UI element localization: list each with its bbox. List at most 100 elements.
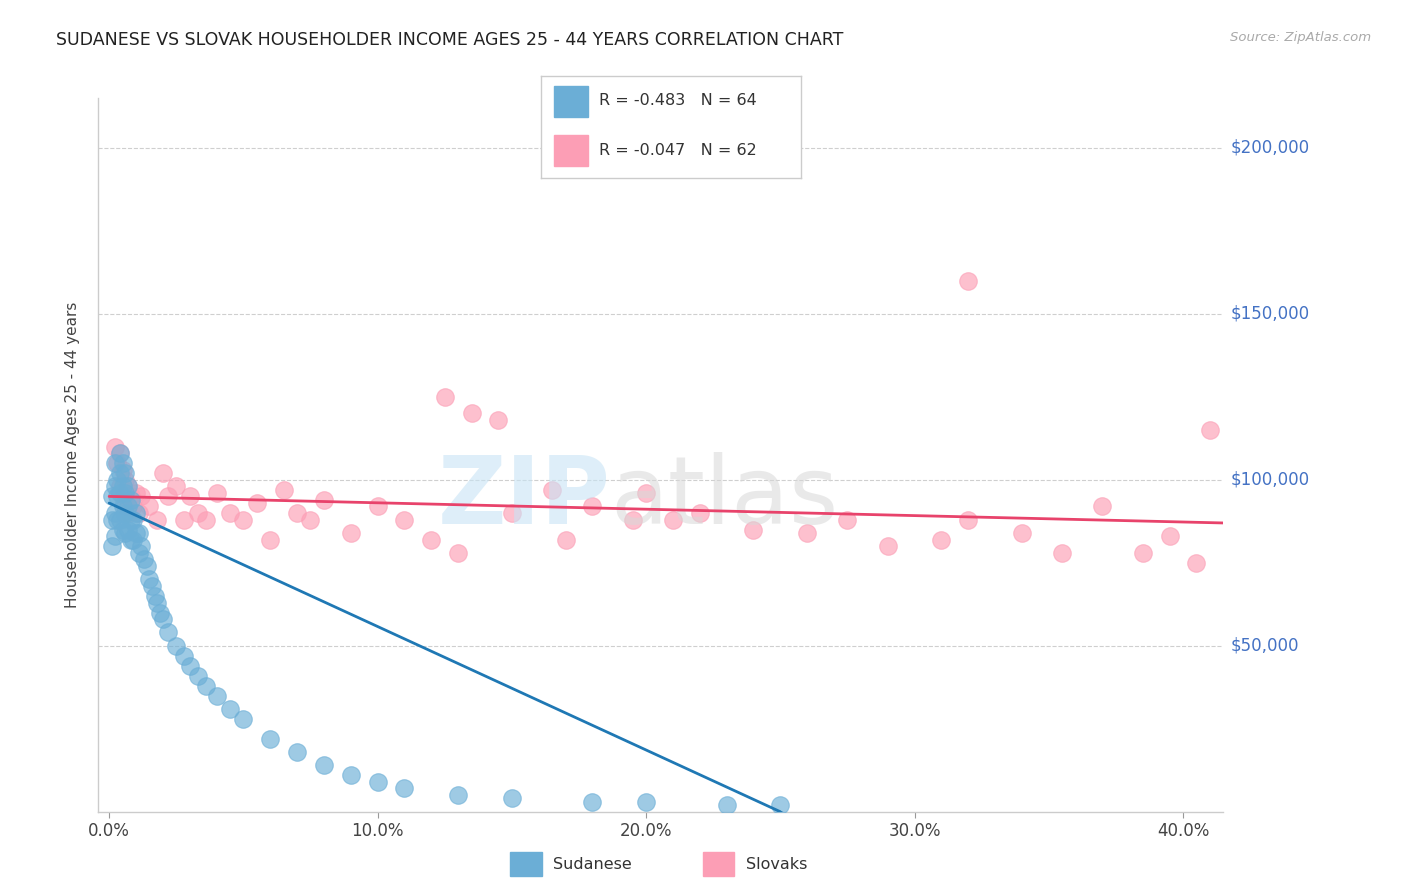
Text: $200,000: $200,000 (1230, 139, 1309, 157)
Point (131, 490, 153, 504)
Point (312, 492, 335, 507)
Text: $50,000: $50,000 (1230, 637, 1299, 655)
Y-axis label: Householder Income Ages 25 - 44 years: Householder Income Ages 25 - 44 years (65, 301, 80, 608)
Point (232, 712, 254, 726)
Point (138, 573, 160, 587)
Point (128, 506, 150, 520)
Text: Slovaks: Slovaks (747, 857, 807, 871)
Point (101, 490, 124, 504)
Point (634, 795, 657, 809)
Point (662, 513, 685, 527)
Point (165, 479, 187, 493)
Point (339, 768, 361, 782)
Point (114, 506, 136, 520)
Point (117, 506, 139, 520)
Point (101, 513, 124, 527)
Point (108, 479, 131, 493)
Bar (510, 853, 541, 876)
Text: Sudanese: Sudanese (554, 857, 633, 871)
Point (433, 390, 456, 404)
Bar (554, 87, 588, 117)
Point (742, 523, 765, 537)
Point (114, 486, 136, 500)
Point (114, 473, 136, 487)
Point (120, 533, 142, 547)
Point (173, 648, 195, 663)
Point (114, 525, 136, 540)
Text: R = -0.483   N = 64: R = -0.483 N = 64 (599, 94, 756, 109)
Point (108, 513, 131, 527)
Point (165, 639, 187, 653)
Point (179, 490, 201, 504)
Point (157, 490, 180, 504)
Text: $100,000: $100,000 (1230, 471, 1309, 489)
Point (931, 533, 953, 547)
Point (285, 745, 308, 759)
Point (128, 546, 150, 560)
Point (394, 513, 416, 527)
Point (179, 658, 201, 673)
Point (157, 625, 180, 640)
Point (105, 490, 128, 504)
Point (554, 533, 576, 547)
Point (194, 513, 217, 527)
Text: Source: ZipAtlas.com: Source: ZipAtlas.com (1230, 31, 1371, 45)
Point (219, 506, 242, 520)
Point (128, 525, 150, 540)
Point (273, 483, 295, 497)
Point (957, 513, 980, 527)
Point (769, 798, 792, 813)
Point (122, 513, 145, 527)
Point (876, 539, 898, 553)
Point (111, 463, 134, 477)
Point (1159, 529, 1181, 543)
Point (312, 758, 335, 772)
Point (105, 473, 128, 487)
Point (1132, 546, 1154, 560)
Point (103, 440, 125, 454)
Bar (554, 136, 588, 166)
Point (120, 492, 142, 507)
Point (108, 486, 131, 500)
Point (149, 606, 172, 620)
Point (120, 490, 142, 504)
Point (111, 500, 134, 514)
Point (367, 775, 389, 789)
Point (716, 798, 738, 813)
Point (796, 525, 818, 540)
Text: SUDANESE VS SLOVAK HOUSEHOLDER INCOME AGES 25 - 44 YEARS CORRELATION CHART: SUDANESE VS SLOVAK HOUSEHOLDER INCOME AG… (56, 31, 844, 49)
Point (146, 513, 169, 527)
Point (125, 486, 148, 500)
Point (232, 513, 254, 527)
Point (187, 668, 209, 682)
Point (135, 559, 157, 574)
Point (285, 506, 308, 520)
Point (219, 702, 242, 716)
Point (1091, 500, 1114, 514)
Point (299, 513, 322, 527)
Point (1198, 423, 1220, 437)
Point (259, 731, 281, 746)
Point (581, 795, 603, 809)
Point (541, 483, 564, 497)
Point (634, 486, 657, 500)
Point (447, 546, 470, 560)
Point (187, 506, 209, 520)
Point (957, 274, 980, 288)
Point (103, 506, 125, 520)
Point (111, 523, 134, 537)
Point (125, 506, 148, 520)
Point (131, 539, 153, 553)
Point (194, 679, 217, 693)
Point (339, 525, 361, 540)
Point (152, 612, 174, 626)
Point (837, 513, 859, 527)
Point (1011, 525, 1033, 540)
Text: atlas: atlas (610, 451, 838, 544)
Point (105, 513, 128, 527)
Point (125, 525, 148, 540)
Point (581, 500, 603, 514)
Point (114, 500, 136, 514)
Point (111, 490, 134, 504)
Text: ZIP: ZIP (437, 451, 610, 544)
